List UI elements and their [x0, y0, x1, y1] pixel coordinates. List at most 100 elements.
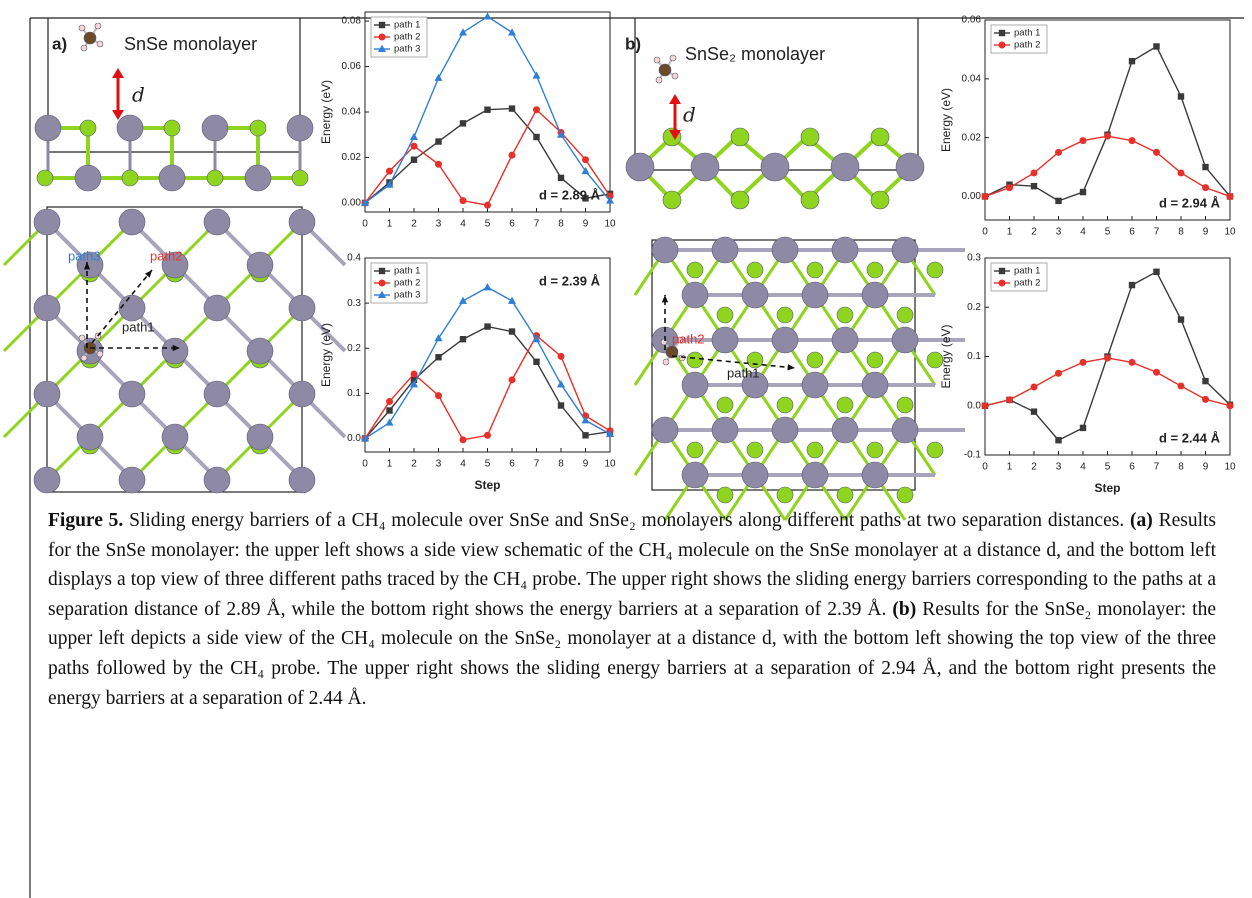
atom	[119, 467, 145, 493]
atom	[162, 338, 188, 364]
atom	[717, 397, 733, 413]
atom	[772, 417, 798, 443]
marker	[1104, 354, 1111, 361]
atom	[119, 295, 145, 321]
marker	[509, 152, 516, 159]
atom	[117, 115, 143, 141]
x-tick-label: 4	[460, 459, 466, 470]
legend-marker	[379, 22, 385, 28]
marker	[435, 354, 441, 360]
marker	[386, 168, 393, 175]
marker	[484, 12, 492, 19]
x-tick-label: 9	[1203, 462, 1209, 473]
path-label: path3	[68, 248, 101, 263]
atom	[862, 372, 888, 398]
y-axis-label: Energy (eV)	[319, 80, 333, 144]
x-tick-label: 6	[1129, 462, 1135, 473]
atom	[712, 417, 738, 443]
annotation: d = 2.89 Å	[539, 187, 601, 202]
y-tick-label: 0.04	[342, 107, 362, 118]
marker	[484, 107, 490, 113]
marker	[533, 106, 540, 113]
marker	[411, 370, 418, 377]
x-tick-label: 10	[1224, 227, 1236, 238]
arrow-head	[669, 94, 681, 104]
x-tick-label: 8	[1178, 462, 1184, 473]
atom	[84, 32, 96, 44]
x-axis-label: Step	[1094, 481, 1120, 495]
atom	[247, 424, 273, 450]
atom	[654, 57, 660, 63]
y-tick-label: 0.2	[967, 302, 981, 313]
atom	[81, 45, 87, 51]
legend-label: path 2	[394, 278, 420, 289]
legend-label: path 1	[1014, 28, 1040, 39]
marker	[1031, 183, 1037, 189]
y-tick-label: 0.2	[347, 343, 361, 354]
marker	[1202, 378, 1208, 384]
atom	[34, 381, 60, 407]
marker	[1178, 169, 1185, 176]
panel-label: b)	[625, 34, 641, 53]
x-tick-label: 8	[558, 459, 564, 470]
atom	[867, 352, 883, 368]
x-tick-label: 7	[1154, 462, 1160, 473]
atom	[204, 467, 230, 493]
marker	[484, 283, 492, 290]
distance-label: d	[683, 103, 696, 127]
y-tick-label: 0.04	[962, 73, 982, 84]
marker	[1055, 198, 1061, 204]
annotation: d = 2.39 Å	[539, 273, 601, 288]
marker	[557, 380, 565, 387]
series-line	[365, 287, 610, 438]
atom	[832, 327, 858, 353]
x-tick-label: 10	[604, 219, 616, 230]
atom	[75, 165, 101, 191]
series-line	[985, 358, 1230, 406]
y-tick-label: 0.02	[342, 152, 362, 163]
x-tick-label: 5	[1105, 462, 1111, 473]
atom	[892, 417, 918, 443]
caption-bold: Figure 5.	[48, 510, 123, 531]
atom	[652, 237, 678, 263]
annotation: d = 2.94 Å	[1159, 195, 1221, 210]
y-tick-label: 0.0	[967, 400, 981, 411]
atom	[670, 55, 676, 61]
atom	[204, 381, 230, 407]
x-tick-label: 2	[1031, 227, 1037, 238]
y-tick-label: 0.1	[967, 351, 981, 362]
path-label: path1	[727, 365, 760, 380]
atom	[119, 209, 145, 235]
atom	[837, 307, 853, 323]
marker	[484, 323, 490, 329]
schematics	[4, 18, 965, 520]
marker	[1129, 58, 1135, 64]
atom	[79, 335, 85, 341]
chart: 0.000.020.040.060.08012345678910Energy (…	[319, 12, 616, 230]
legend-label: path 2	[394, 32, 420, 43]
x-tick-label: 5	[485, 219, 491, 230]
atom	[119, 381, 145, 407]
y-tick-label: -0.1	[964, 450, 982, 461]
y-axis-label: Energy (eV)	[319, 323, 333, 387]
x-tick-label: 6	[509, 219, 515, 230]
marker	[1006, 396, 1013, 403]
atom	[687, 442, 703, 458]
series-line	[365, 327, 610, 439]
x-tick-label: 4	[1080, 227, 1086, 238]
x-tick-label: 0	[982, 462, 988, 473]
marker	[411, 143, 418, 150]
atom	[207, 170, 223, 186]
atom	[34, 295, 60, 321]
marker	[533, 359, 539, 365]
panel-label: a)	[52, 34, 67, 53]
atom	[659, 64, 671, 76]
y-tick-label: 0.00	[342, 198, 362, 209]
atom	[837, 397, 853, 413]
marker	[459, 297, 467, 304]
panel-title: SnSe₂ monolayer	[685, 44, 825, 64]
marker	[509, 328, 515, 334]
marker	[1080, 137, 1087, 144]
marker	[509, 376, 516, 383]
atom	[656, 77, 662, 83]
